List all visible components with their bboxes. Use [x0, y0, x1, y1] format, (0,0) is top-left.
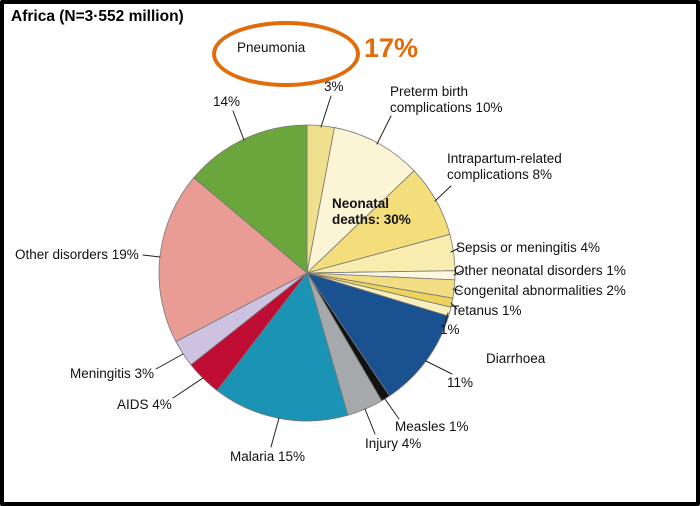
slice-label-aids: AIDS 4% [117, 397, 172, 412]
leader-neonatal-pneumonia [320, 95, 332, 128]
slice-label-neonatal-diarrhoea: 1% [440, 322, 460, 337]
leader-other-neonatal [453, 270, 463, 276]
leader-congenital [452, 288, 462, 292]
leader-pneumonia [232, 110, 245, 141]
leader-measles [384, 398, 400, 420]
slice-label-diarrhoea-pct: 11% [447, 375, 474, 390]
slice-label-preterm: Preterm birth complications 10% [390, 84, 503, 117]
center-label-line2: deaths: 30% [332, 212, 411, 228]
center-label-line1: Neonatal [332, 196, 390, 211]
slice-label-tetanus: Tetanus 1% [451, 303, 522, 318]
slice-label-preterm-line2: complications 10% [390, 100, 503, 116]
slice-label-measles: Measles 1% [395, 419, 469, 434]
leader-lines [142, 95, 463, 448]
leader-malaria [270, 417, 280, 448]
slice-label-preterm-line1: Preterm birth [390, 84, 469, 99]
slice-label-meningitis: Meningitis 3% [70, 366, 155, 381]
pie-slice-malaria [216, 272, 349, 422]
slice-label-malaria: Malaria 15% [230, 449, 306, 464]
leader-neonatal-diarrhoea [444, 312, 449, 324]
pie-slice-pneumonia [193, 124, 308, 274]
leader-aids [172, 377, 204, 399]
center-label-neonatal-deaths: Neonatal deaths: 30% [332, 196, 411, 229]
slice-label-pneumonia-pct: 14% [213, 94, 241, 109]
leader-preterm [376, 115, 392, 145]
leader-sepsis [450, 247, 460, 253]
leader-meningitis [155, 353, 184, 370]
leader-tetanus [450, 302, 458, 310]
slice-label-intrapartum-line2: complications 8% [447, 167, 553, 183]
highlight-ellipse [212, 21, 360, 87]
slice-label-congenital: Congenital abnormalities 2% [454, 283, 626, 298]
slice-label-diarrhoea-name: Diarrhoea [486, 351, 546, 366]
slice-label-other-disorders: Other disorders 19% [15, 247, 139, 262]
leader-other-disorders [142, 254, 161, 258]
slice-label-sepsis: Sepsis or meningitis 4% [456, 240, 601, 255]
slice-label-injury: Injury 4% [365, 436, 422, 451]
leader-diarrhoea [425, 360, 453, 375]
highlight-percentage: 17% [364, 33, 419, 63]
slice-label-neonatal-pneumonia: 3% [324, 79, 344, 94]
leader-injury [364, 408, 376, 435]
pie-slices [158, 124, 456, 422]
leader-intrapartum [434, 185, 452, 202]
slice-label-intrapartum-line1: Intrapartum-related [447, 151, 562, 166]
slice-label-other-neonatal: Other neonatal disorders 1% [454, 263, 626, 278]
chart-title: Africa (N=3·552 million) [11, 8, 184, 25]
slice-label-intrapartum: Intrapartum-related complications 8% [447, 151, 562, 184]
